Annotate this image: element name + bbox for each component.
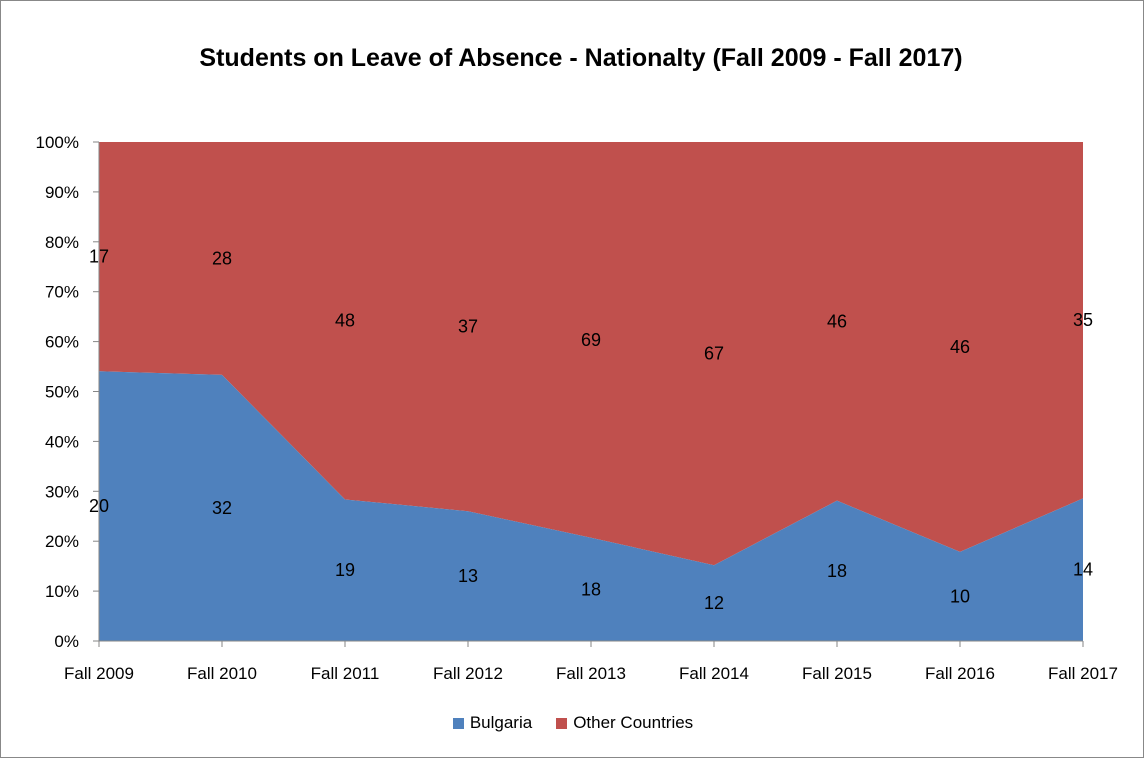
data-label-bulgaria: 19 (335, 560, 355, 580)
y-tick-label: 20% (45, 532, 79, 551)
legend-label: Bulgaria (469, 713, 533, 732)
x-tick-label: Fall 2010 (187, 664, 257, 683)
legend-item: Bulgaria (452, 713, 533, 733)
x-tick-label: Fall 2011 (311, 664, 380, 683)
x-tick-label: Fall 2014 (679, 664, 749, 683)
data-label-bulgaria: 12 (704, 593, 724, 613)
x-tick-label: Fall 2017 (1048, 664, 1118, 683)
data-label-other-countries: 67 (704, 344, 724, 364)
area-bulgaria (99, 371, 1083, 641)
y-tick-label: 80% (45, 233, 79, 252)
legend: Bulgaria Other Countries (1, 711, 1144, 735)
y-tick-label: 90% (45, 183, 79, 202)
data-label-bulgaria: 13 (458, 566, 478, 586)
data-label-other-countries: 17 (89, 247, 109, 267)
y-tick-label: 40% (45, 432, 79, 451)
y-tick-label: 60% (45, 333, 79, 352)
x-tick-label: Fall 2012 (433, 664, 503, 683)
legend-label: Other Countries (573, 713, 694, 732)
x-tick-label: Fall 2015 (802, 664, 872, 683)
data-label-other-countries: 48 (335, 311, 355, 331)
data-label-other-countries: 35 (1073, 310, 1093, 330)
data-label-other-countries: 37 (458, 317, 478, 337)
data-label-other-countries: 69 (581, 330, 601, 350)
legend-swatch (452, 717, 464, 729)
data-label-bulgaria: 14 (1073, 560, 1093, 580)
chart-title: Students on Leave of Absence - Nationalt… (199, 44, 963, 72)
y-tick-label: 30% (45, 482, 79, 501)
data-label-bulgaria: 20 (89, 496, 109, 516)
legend-item: Other Countries (556, 713, 693, 733)
data-label-bulgaria: 32 (212, 498, 232, 518)
y-tick-label: 100% (36, 133, 79, 152)
x-tick-label: Fall 2013 (556, 664, 626, 683)
data-label-bulgaria: 10 (950, 586, 970, 606)
x-tick-label: Fall 2016 (925, 664, 995, 683)
y-tick-label: 50% (45, 383, 79, 402)
data-label-other-countries: 46 (827, 311, 847, 331)
data-label-bulgaria: 18 (827, 561, 847, 581)
y-tick-label: 0% (54, 632, 79, 651)
x-tick-label: Fall 2009 (64, 664, 134, 683)
y-tick-label: 70% (45, 283, 79, 302)
data-label-bulgaria: 18 (581, 579, 601, 599)
data-label-other-countries: 28 (212, 248, 232, 268)
y-tick-label: 10% (45, 582, 79, 601)
data-label-other-countries: 46 (950, 337, 970, 357)
area-other-countries (99, 142, 1083, 566)
legend-swatch (556, 717, 568, 729)
